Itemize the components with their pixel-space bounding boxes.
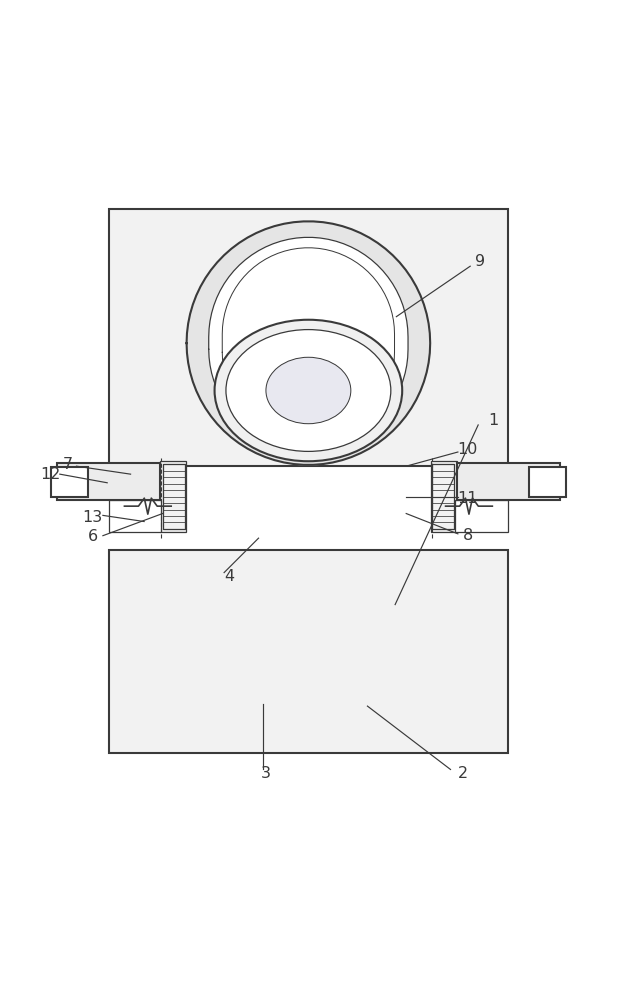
Text: 1: 1 [488, 413, 499, 428]
Text: 8: 8 [463, 528, 473, 543]
Text: 12: 12 [40, 467, 61, 482]
Bar [57, 463, 160, 500]
Bar [109, 550, 508, 753]
Bar [109, 500, 161, 532]
Ellipse shape [266, 357, 351, 424]
Ellipse shape [214, 320, 402, 461]
Text: 10: 10 [457, 442, 478, 457]
Ellipse shape [226, 330, 391, 451]
Text: 4: 4 [224, 569, 234, 584]
Text: 7: 7 [63, 457, 73, 472]
Polygon shape [209, 237, 408, 449]
Bar [109, 209, 508, 466]
Bar [160, 461, 186, 532]
Text: 13: 13 [82, 510, 103, 525]
Polygon shape [187, 221, 430, 465]
Bar [455, 500, 508, 532]
Text: 11: 11 [457, 491, 478, 506]
Bar [431, 461, 457, 532]
Bar [51, 467, 88, 497]
Text: 3: 3 [261, 766, 271, 781]
Text: 9: 9 [475, 254, 485, 269]
Text: 6: 6 [87, 529, 98, 544]
Bar [529, 467, 566, 497]
Bar [432, 464, 454, 529]
Bar [163, 464, 185, 529]
Text: 2: 2 [458, 766, 468, 781]
Bar [457, 463, 560, 500]
Polygon shape [222, 248, 394, 438]
